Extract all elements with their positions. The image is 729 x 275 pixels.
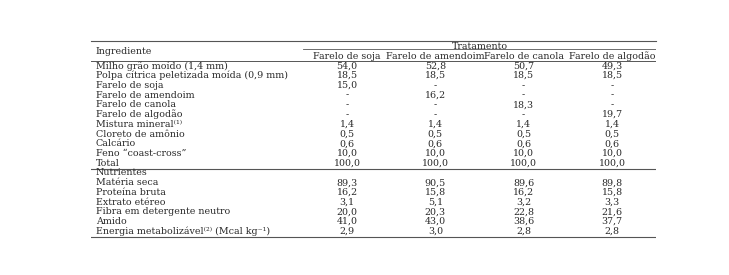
- Text: Farelo de canola: Farelo de canola: [95, 100, 176, 109]
- Text: 0,6: 0,6: [340, 139, 355, 148]
- Text: 20,0: 20,0: [337, 207, 358, 216]
- Text: 100,0: 100,0: [334, 159, 361, 168]
- Text: 15,8: 15,8: [425, 188, 446, 197]
- Text: Proteína bruta: Proteína bruta: [95, 188, 165, 197]
- Text: -: -: [434, 110, 437, 119]
- Text: Cloreto de amônio: Cloreto de amônio: [95, 130, 184, 139]
- Text: -: -: [346, 100, 348, 109]
- Text: 100,0: 100,0: [599, 159, 625, 168]
- Text: Energia metabolizável⁽²⁾ (Mcal kg⁻¹): Energia metabolizável⁽²⁾ (Mcal kg⁻¹): [95, 227, 270, 236]
- Text: Polpa cítrica peletizada moída (0,9 mm): Polpa cítrica peletizada moída (0,9 mm): [95, 71, 288, 80]
- Text: Tratamento: Tratamento: [451, 42, 507, 51]
- Text: 0,5: 0,5: [604, 130, 620, 139]
- Text: 1,4: 1,4: [340, 120, 354, 129]
- Text: Fibra em detergente neutro: Fibra em detergente neutro: [95, 207, 230, 216]
- Text: Milho grão moído (1,4 mm): Milho grão moído (1,4 mm): [95, 61, 227, 71]
- Text: -: -: [346, 90, 348, 100]
- Text: 18,3: 18,3: [513, 100, 534, 109]
- Text: 1,4: 1,4: [604, 120, 620, 129]
- Text: -: -: [610, 100, 614, 109]
- Text: Total: Total: [95, 159, 120, 168]
- Text: 10,0: 10,0: [425, 149, 446, 158]
- Text: Ingrediente: Ingrediente: [95, 47, 152, 56]
- Text: Calcário: Calcário: [95, 139, 136, 148]
- Text: 22,8: 22,8: [513, 207, 534, 216]
- Text: 41,0: 41,0: [337, 217, 358, 226]
- Text: Extrato etéreo: Extrato etéreo: [95, 198, 165, 207]
- Text: Mistura mineral⁽¹⁾: Mistura mineral⁽¹⁾: [95, 120, 182, 129]
- Text: 3,1: 3,1: [340, 198, 355, 207]
- Text: -: -: [434, 81, 437, 90]
- Text: 0,6: 0,6: [516, 139, 531, 148]
- Text: Amido: Amido: [95, 217, 126, 226]
- Text: Matéria seca: Matéria seca: [95, 178, 158, 187]
- Text: 0,6: 0,6: [604, 139, 620, 148]
- Text: 16,2: 16,2: [425, 90, 446, 100]
- Text: 3,2: 3,2: [516, 198, 531, 207]
- Text: -: -: [346, 110, 348, 119]
- Text: 0,5: 0,5: [428, 130, 443, 139]
- Text: -: -: [434, 100, 437, 109]
- Text: -: -: [522, 90, 526, 100]
- Text: 19,7: 19,7: [601, 110, 623, 119]
- Text: Farelo de algodão: Farelo de algodão: [569, 51, 655, 61]
- Text: 21,6: 21,6: [601, 207, 623, 216]
- Text: 50,7: 50,7: [513, 61, 534, 70]
- Text: 15,0: 15,0: [337, 81, 358, 90]
- Text: -: -: [522, 110, 526, 119]
- Text: 2,8: 2,8: [604, 227, 620, 236]
- Text: 20,3: 20,3: [425, 207, 446, 216]
- Text: 3,0: 3,0: [428, 227, 443, 236]
- Text: -: -: [522, 81, 526, 90]
- Text: 10,0: 10,0: [601, 149, 623, 158]
- Text: 89,6: 89,6: [513, 178, 534, 187]
- Text: 0,5: 0,5: [340, 130, 355, 139]
- Text: Farelo de soja: Farelo de soja: [95, 81, 163, 90]
- Text: 38,6: 38,6: [513, 217, 534, 226]
- Text: 43,0: 43,0: [425, 217, 446, 226]
- Text: 16,2: 16,2: [337, 188, 358, 197]
- Text: 18,5: 18,5: [425, 71, 446, 80]
- Text: Farelo de amendoim: Farelo de amendoim: [95, 90, 194, 100]
- Text: Farelo de algodão: Farelo de algodão: [95, 110, 182, 119]
- Text: 89,8: 89,8: [601, 178, 623, 187]
- Text: 52,8: 52,8: [425, 61, 446, 70]
- Text: 18,5: 18,5: [337, 71, 358, 80]
- Text: 2,8: 2,8: [516, 227, 531, 236]
- Text: 54,0: 54,0: [337, 61, 358, 70]
- Text: 90,5: 90,5: [425, 178, 446, 187]
- Text: 0,5: 0,5: [516, 130, 531, 139]
- Text: Farelo de amendoim: Farelo de amendoim: [386, 52, 485, 60]
- Text: Nutrientes: Nutrientes: [95, 169, 147, 177]
- Text: 100,0: 100,0: [422, 159, 449, 168]
- Text: 2,9: 2,9: [340, 227, 355, 236]
- Text: 18,5: 18,5: [601, 71, 623, 80]
- Text: 100,0: 100,0: [510, 159, 537, 168]
- Text: 49,3: 49,3: [601, 61, 623, 70]
- Text: 37,7: 37,7: [601, 217, 623, 226]
- Text: 3,3: 3,3: [604, 198, 620, 207]
- Text: Feno “coast-cross”: Feno “coast-cross”: [95, 149, 186, 158]
- Text: 15,8: 15,8: [601, 188, 623, 197]
- Text: 1,4: 1,4: [428, 120, 443, 129]
- Text: 18,5: 18,5: [513, 71, 534, 80]
- Text: -: -: [610, 81, 614, 90]
- Text: 5,1: 5,1: [428, 198, 443, 207]
- Text: -: -: [610, 90, 614, 100]
- Text: 10,0: 10,0: [337, 149, 358, 158]
- Text: 16,2: 16,2: [513, 188, 534, 197]
- Text: 1,4: 1,4: [516, 120, 531, 129]
- Text: 0,6: 0,6: [428, 139, 443, 148]
- Text: Farelo de canola: Farelo de canola: [483, 52, 564, 60]
- Text: 89,3: 89,3: [337, 178, 358, 187]
- Text: 10,0: 10,0: [513, 149, 534, 158]
- Text: Farelo de soja: Farelo de soja: [313, 52, 381, 60]
